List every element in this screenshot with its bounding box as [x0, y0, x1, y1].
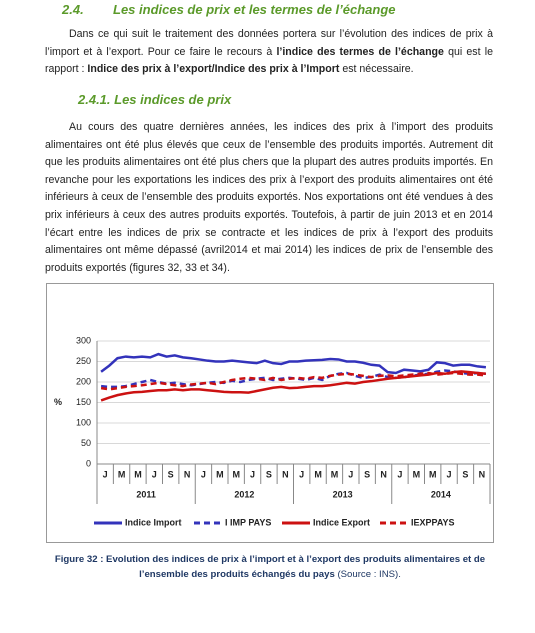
section-number: 2.4.	[62, 2, 84, 17]
x-tick-label: J	[250, 469, 255, 479]
y-tick-label: 300	[76, 335, 91, 345]
x-tick-label: S	[364, 469, 370, 479]
x-tick-label: J	[299, 469, 304, 479]
y-tick-label: 250	[76, 356, 91, 366]
paragraph: Au cours des quatre dernières années, le…	[45, 119, 493, 277]
legend-label: IEXPPAYS	[411, 517, 455, 527]
caption: Figure 32 : Evolution des indices de pri…	[45, 552, 495, 582]
x-tick-label: M	[118, 469, 126, 479]
line-series	[100, 371, 487, 391]
text: Au cours des quatre dernières années, le…	[45, 121, 493, 274]
x-group-label: 2011	[136, 489, 156, 499]
x-tick-label: M	[429, 469, 437, 479]
x-tick-label: J	[397, 469, 402, 479]
text: Indice des prix à l’export/Indice des pr…	[87, 63, 340, 76]
text: Figure 32 : Evolution des indices de pri…	[54, 554, 486, 580]
text: Dans ce qui suit le traitement des donné…	[45, 28, 493, 58]
x-tick-label: J	[447, 469, 452, 479]
legend-label: Indice Export	[313, 517, 370, 527]
x-tick-label: M	[134, 469, 142, 479]
x-tick-label: M	[216, 469, 224, 479]
subsection-title: 2.4.1. Les indices de prix	[78, 92, 232, 107]
y-tick-label: 150	[76, 397, 91, 407]
legend-label: I IMP PAYS	[225, 517, 271, 527]
x-tick-label: S	[462, 469, 468, 479]
y-tick-label: 50	[81, 438, 91, 448]
x-tick-label: N	[380, 469, 387, 479]
x-tick-label: N	[479, 469, 486, 479]
legend-label: Indice Import	[125, 517, 182, 527]
x-tick-label: J	[103, 469, 108, 479]
x-tick-label: N	[282, 469, 289, 479]
text: qui est le rapport :	[45, 45, 493, 76]
x-tick-label: S	[168, 469, 174, 479]
x-tick-label: J	[201, 469, 206, 479]
text: (Source : INS).	[334, 569, 401, 580]
line-series	[100, 370, 487, 402]
line-series	[100, 352, 487, 375]
y-tick-label: 100	[76, 417, 91, 427]
x-tick-label: M	[331, 469, 339, 479]
text: est nécessaire.	[339, 63, 414, 76]
y-tick-label: 0	[86, 458, 91, 468]
x-tick-label: N	[184, 469, 191, 479]
section-title: Les indices de prix et les termes de l’é…	[113, 2, 396, 17]
x-tick-label: M	[232, 469, 240, 479]
x-tick-label: J	[152, 469, 157, 479]
x-tick-label: J	[348, 469, 353, 479]
text: l’indice des termes de l’échange	[276, 45, 444, 58]
y-axis-label: %	[54, 397, 62, 407]
x-group-label: 2013	[333, 489, 353, 499]
x-group-label: 2014	[431, 489, 451, 499]
paragraph: Dans ce qui suit le traitement des donné…	[45, 26, 493, 79]
y-tick-label: 200	[76, 376, 91, 386]
x-tick-label: S	[266, 469, 272, 479]
chart-frame	[46, 283, 494, 543]
x-group-label: 2012	[234, 489, 254, 499]
x-tick-label: M	[413, 469, 421, 479]
x-tick-label: M	[314, 469, 322, 479]
